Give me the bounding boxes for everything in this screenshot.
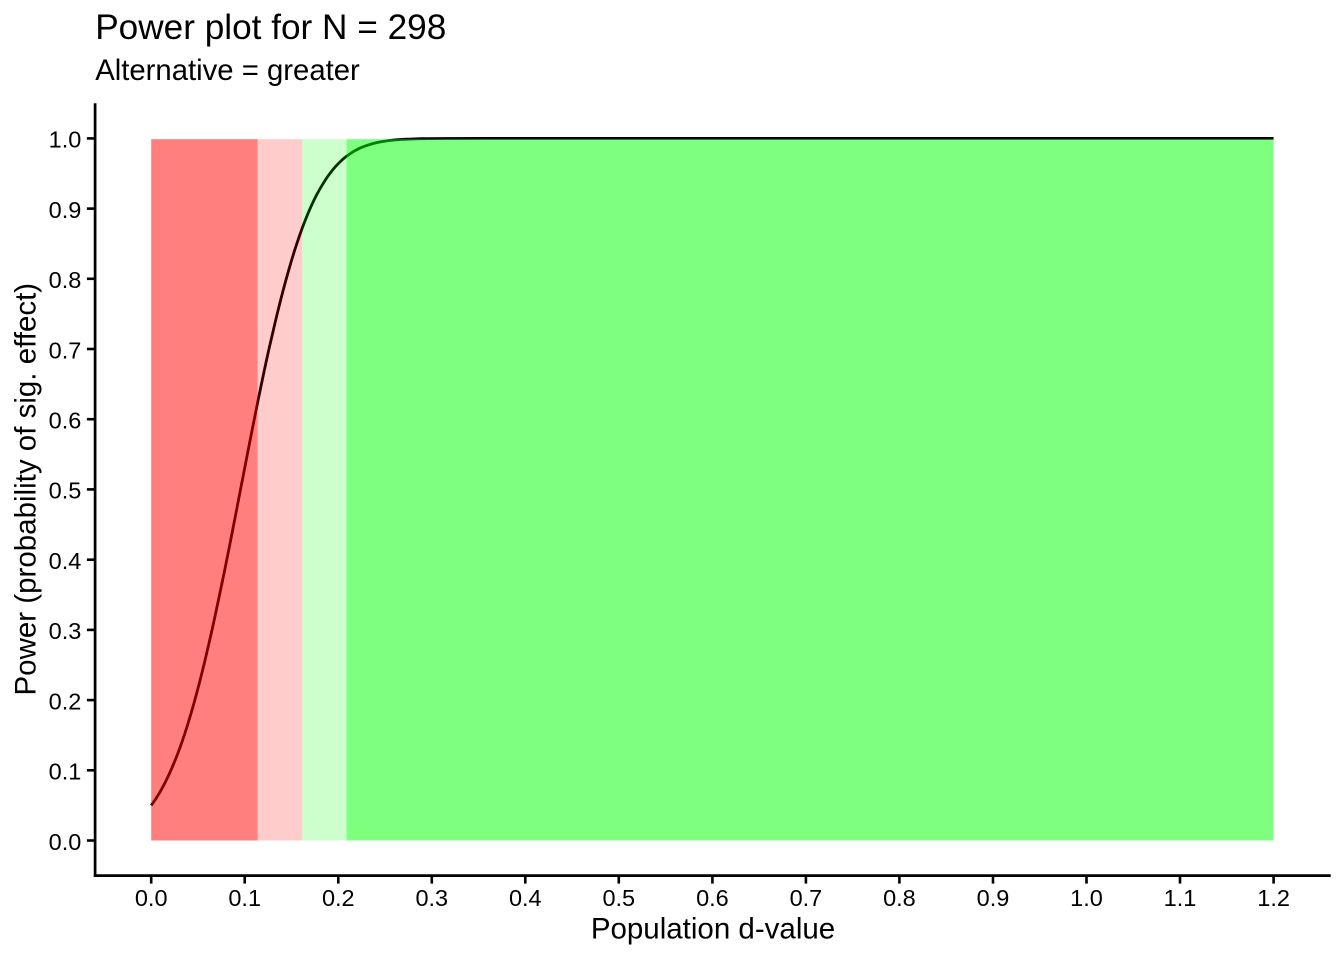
svg-text:0.1: 0.1 [228, 885, 261, 911]
svg-text:1.1: 1.1 [1164, 885, 1197, 911]
svg-text:0.2: 0.2 [49, 688, 82, 714]
svg-text:0.2: 0.2 [322, 885, 355, 911]
svg-text:0.5: 0.5 [49, 478, 82, 504]
svg-text:0.8: 0.8 [883, 885, 916, 911]
svg-text:0.3: 0.3 [415, 885, 448, 911]
svg-text:Power plot for N = 298: Power plot for N = 298 [95, 8, 446, 47]
svg-text:0.9: 0.9 [49, 197, 82, 223]
svg-text:0.6: 0.6 [49, 408, 82, 434]
svg-text:1.2: 1.2 [1257, 885, 1290, 911]
svg-text:1.0: 1.0 [1070, 885, 1103, 911]
svg-text:0.9: 0.9 [977, 885, 1010, 911]
svg-text:0.5: 0.5 [602, 885, 635, 911]
svg-text:0.7: 0.7 [790, 885, 823, 911]
svg-text:0.6: 0.6 [696, 885, 729, 911]
svg-text:Power (probability of sig. eff: Power (probability of sig. effect) [9, 283, 42, 696]
svg-text:Alternative = greater: Alternative = greater [95, 54, 360, 87]
svg-text:Population d-value: Population d-value [591, 913, 835, 946]
svg-text:0.4: 0.4 [49, 548, 82, 574]
svg-text:0.4: 0.4 [509, 885, 542, 911]
svg-text:0.0: 0.0 [135, 885, 168, 911]
svg-text:0.3: 0.3 [49, 618, 82, 644]
svg-text:0.7: 0.7 [49, 337, 82, 363]
svg-text:1.0: 1.0 [49, 127, 82, 153]
svg-text:0.8: 0.8 [49, 267, 82, 293]
svg-text:0.0: 0.0 [49, 829, 82, 855]
svg-text:0.1: 0.1 [49, 759, 82, 785]
